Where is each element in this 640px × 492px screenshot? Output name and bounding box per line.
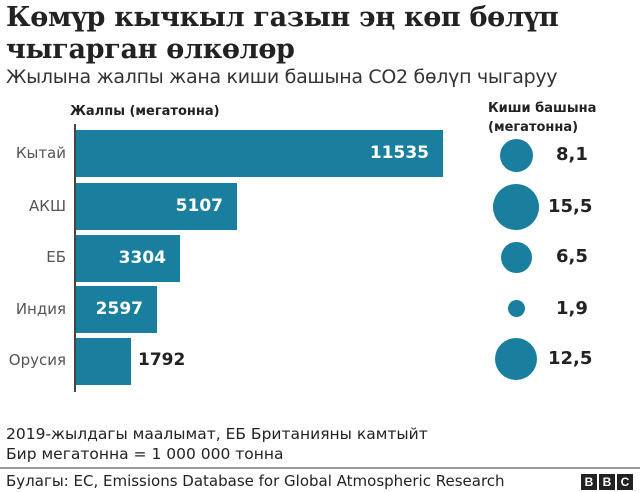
source-text: Булагы: EC, Emissions Database for Globa…: [6, 472, 505, 490]
bar-value: 11535: [369, 143, 429, 163]
bar-india: 2597: [76, 286, 157, 333]
bar-china: 11535: [76, 130, 443, 177]
row-label-russia: Орусия: [8, 351, 66, 369]
per-capita-value: 1,9: [556, 298, 588, 319]
y-axis-line: [74, 124, 76, 392]
per-capita-title: Киши башына (мегатонна): [488, 101, 597, 135]
bubble-eu: [501, 242, 532, 273]
footer-divider: [0, 467, 640, 469]
per-capita-value: 12,5: [548, 348, 593, 369]
total-axis-title: Жалпы (мегатонна): [70, 104, 220, 119]
bar-russia: [76, 338, 131, 385]
row-label-china: Кытай: [15, 144, 66, 162]
bar-value: 5107: [175, 196, 223, 216]
bar-value-outside: 1792: [138, 350, 186, 370]
bar-value: 3304: [118, 248, 166, 268]
per-capita-value: 6,5: [556, 246, 588, 267]
row-label-usa: АКШ: [29, 197, 66, 215]
bar-usa: 5107: [76, 183, 237, 230]
row-label-india: Индия: [15, 300, 66, 318]
chart-title: Көмүр кычкыл газын эң көп бөлүп чыгарган…: [6, 2, 559, 65]
note-unit: Бир мегатонна = 1 000 000 тонна: [6, 445, 284, 463]
bbc-logo: B B C: [581, 474, 633, 490]
per-capita-value: 8,1: [556, 144, 588, 165]
chart-subtitle: Жылына жалпы жана киши башына CO2 бөлүп …: [6, 66, 558, 88]
bubble-china: [500, 139, 533, 172]
bar-value: 2597: [95, 299, 143, 319]
bubble-usa: [493, 184, 539, 230]
bubble-russia: [495, 338, 537, 380]
per-capita-value: 15,5: [548, 196, 593, 217]
bubble-india: [508, 300, 525, 317]
row-label-eu: ЕБ: [46, 248, 66, 266]
bar-eu: 3304: [76, 235, 180, 282]
note-year: 2019-жылдагы маалымат, ЕБ Британияны кам…: [6, 425, 428, 443]
